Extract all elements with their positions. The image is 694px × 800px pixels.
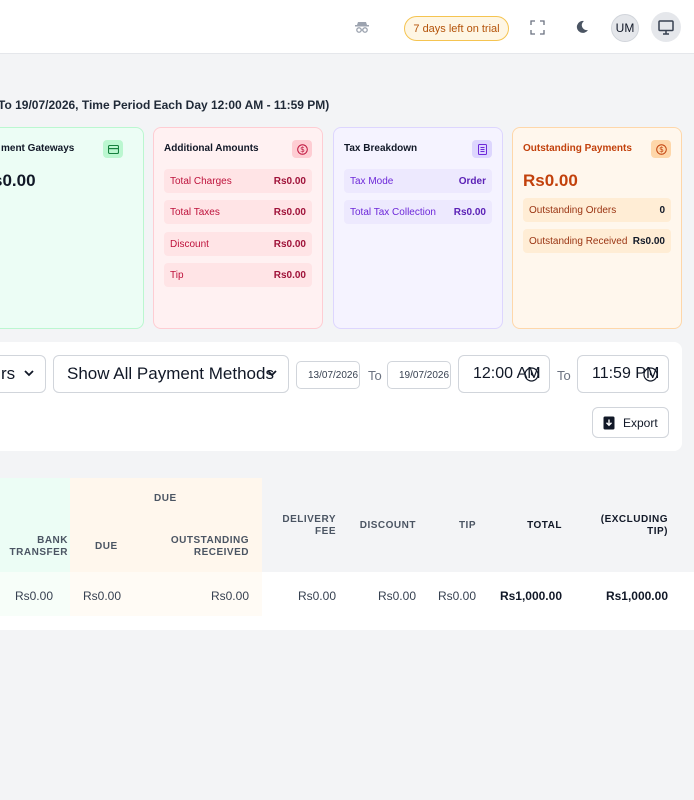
outstanding-payments-card: Outstanding Payments $ Rs0.00 Outstandin… [512,127,682,329]
row-value: Rs0.00 [453,206,486,218]
row-label: Outstanding Received [529,235,628,247]
outstanding-amount: Rs0.00 [523,171,578,190]
col-header-bank-transfer: BANK TRANSFER [9,535,68,558]
svg-text:$: $ [300,145,305,154]
table-cell: Rs0.00 [14,589,53,603]
payment-gateways-amount: s0.00 [0,171,36,190]
col-header-tip: TIP [458,520,476,531]
chevron-down-icon [24,370,34,377]
start-time-input[interactable]: 12:00 AM [458,355,550,393]
row-label: Total Taxes [170,206,220,218]
document-icon [472,140,492,158]
table-cell: Rs0.00 [210,589,249,603]
row-value: Order [458,175,486,187]
table-cell: Rs1,000.00 [499,589,562,603]
row-label: Outstanding Orders [529,204,617,216]
table-header-group [70,478,262,572]
dollar-icon: $ [651,140,671,158]
list-item: Total Taxes Rs0.00 [164,200,312,224]
card-title: Outstanding Payments [523,143,632,154]
svg-text:$: $ [659,145,664,154]
card-title: Tax Breakdown [344,143,418,154]
list-item: Outstanding Received Rs0.00 [523,229,671,253]
row-label: Total Tax Collection [350,206,436,218]
start-time-value: 12:00 AM [473,365,541,382]
period-text: To 19/07/2026, Time Period Each Day 12:0… [0,98,330,112]
table-cell-bg [0,572,70,616]
export-label: Export [623,415,658,430]
monitor-icon [658,19,674,35]
trial-badge[interactable]: 7 days left on trial [404,16,509,41]
table-cell: Rs1,000.00 [605,589,668,603]
table-cell: Rs0.00 [83,589,122,603]
payment-methods-value: Show All Payment Methods [67,364,274,383]
avatar[interactable]: UM [611,14,639,42]
list-item: Tip Rs0.00 [164,263,312,287]
col-header-discount: DISCOUNT [359,520,416,531]
moon-icon[interactable] [575,20,589,34]
chevron-down-icon [267,370,277,377]
group-header-due: DUE [154,493,177,504]
download-icon [603,416,615,430]
payment-methods-select[interactable]: Show All Payment Methods [53,355,289,393]
filter-select[interactable]: rs [0,355,46,393]
row-value: Rs0.00 [273,269,306,281]
row-value: 0 [659,204,665,216]
row-label: Total Charges [170,175,232,187]
monitor-button[interactable] [651,12,681,42]
tax-breakdown-card: Tax Breakdown Tax Mode Order Total Tax Co… [333,127,503,329]
row-value: Rs0.00 [273,238,306,250]
to-label: To [368,368,382,383]
col-header-total-excluding-tip: (EXCLUDING TIP) [600,514,668,537]
to-label: To [557,368,571,383]
table-cell: Rs0.00 [297,589,336,603]
end-time-value: 11:59 PM [592,365,660,382]
row-value: Rs0.00 [632,235,665,247]
clock-icon[interactable] [643,367,658,382]
col-header-due: DUE [95,541,118,552]
row-label: Tip [170,269,184,281]
table-cell: Rs0.00 [437,589,476,603]
list-item: Discount Rs0.00 [164,232,312,256]
fullscreen-icon[interactable] [530,20,545,35]
start-date-input[interactable] [296,361,360,389]
list-item: Tax Mode Order [344,169,492,193]
end-time-input[interactable]: 11:59 PM [577,355,669,393]
top-bar: 7 days left on trial UM [0,0,694,54]
incognito-icon[interactable] [354,19,370,35]
row-label: Tax Mode [350,175,394,187]
table-header-group [0,478,70,572]
export-button[interactable]: Export [592,407,669,438]
list-item: Outstanding Orders 0 [523,198,671,222]
row-label: Discount [170,238,209,250]
card-title: Additional Amounts [164,143,259,154]
col-header-outstanding-received: OUTSTANDING RECEIVED [170,535,249,558]
card-title: ment Gateways [1,143,75,154]
col-header-delivery-fee: DELIVERY FEE [282,514,336,537]
filter-select-value: rs [1,364,16,383]
table-cell-bg [70,572,262,616]
end-date-input[interactable] [387,361,451,389]
payment-gateways-card: ment Gateways s0.00 [0,127,144,329]
dollar-icon: $ [292,140,312,158]
list-item: Total Tax Collection Rs0.00 [344,200,492,224]
list-item: Total Charges Rs0.00 [164,169,312,193]
row-value: Rs0.00 [273,175,306,187]
table-cell: Rs0.00 [377,589,416,603]
col-header-total: TOTAL [527,520,562,531]
row-value: Rs0.00 [273,206,306,218]
card-icon [103,140,123,158]
additional-amounts-card: Additional Amounts $ Total Charges Rs0.00… [153,127,323,329]
table-header-group [262,478,694,572]
clock-icon[interactable] [524,367,539,382]
